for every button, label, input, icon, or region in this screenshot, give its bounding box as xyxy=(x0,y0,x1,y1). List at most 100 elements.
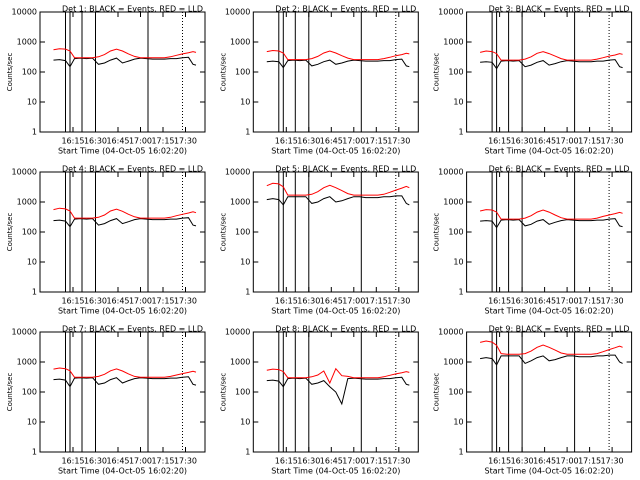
y-tick-label: 10000 xyxy=(12,168,37,177)
x-tick-label: 16:45 xyxy=(320,457,343,466)
chart-title: Det 7: BLACK = Events, RED = LLD xyxy=(62,325,203,334)
series-line xyxy=(266,182,410,196)
x-tick-label: 16:45 xyxy=(106,137,129,146)
x-tick-label: 17:00 xyxy=(342,297,365,306)
y-tick-label: 1 xyxy=(245,448,250,457)
x-tick-label: 17:00 xyxy=(556,297,579,306)
y-tick-label: 10000 xyxy=(12,8,37,17)
y-tick-label: 1000 xyxy=(230,358,250,367)
x-tick-label: 16:15 xyxy=(488,137,511,146)
y-tick-label: 10000 xyxy=(438,8,463,17)
series-line xyxy=(480,354,623,366)
x-tick-label: 16:30 xyxy=(511,297,534,306)
series-line xyxy=(53,48,197,59)
x-tick-label: 16:30 xyxy=(84,297,107,306)
y-tick-label: 1000 xyxy=(230,38,250,47)
series-line xyxy=(479,340,623,355)
y-tick-label: 10 xyxy=(240,418,250,427)
y-tick-label: 10 xyxy=(27,258,37,267)
x-tick-label: 16:15 xyxy=(275,137,298,146)
chart-title: Det 1: BLACK = Events, RED = LLD xyxy=(62,5,203,14)
x-tick-label: 17:00 xyxy=(129,297,152,306)
y-axis-label: Counts/sec xyxy=(219,213,227,252)
x-tick-label: 17:15 xyxy=(365,457,388,466)
x-tick-label: 16:30 xyxy=(511,137,534,146)
y-tick-label: 1 xyxy=(32,288,37,297)
x-tick-label: 17:30 xyxy=(387,297,410,306)
series-line xyxy=(53,376,197,388)
y-tick-label: 1 xyxy=(245,288,250,297)
x-tick-label: 16:30 xyxy=(84,457,107,466)
x-tick-label: 17:30 xyxy=(601,297,624,306)
y-tick-label: 1 xyxy=(459,448,464,457)
y-tick-label: 1000 xyxy=(443,198,463,207)
y-tick-label: 10000 xyxy=(438,328,463,337)
chart-title: Det 5: BLACK = Events, RED = LLD xyxy=(275,165,416,174)
series-line xyxy=(266,376,410,406)
x-tick-label: 17:00 xyxy=(556,457,579,466)
x-axis-label: Start Time (04-Oct-05 16:02:20) xyxy=(58,147,187,156)
y-tick-label: 100 xyxy=(448,388,463,397)
x-tick-label: 17:15 xyxy=(365,137,388,146)
x-tick-label: 17:15 xyxy=(578,297,601,306)
series-line xyxy=(266,367,410,385)
y-axis-label: Counts/sec xyxy=(433,53,441,92)
y-tick-label: 100 xyxy=(235,388,250,397)
x-tick-label: 17:15 xyxy=(151,297,174,306)
x-axis-label: Start Time (04-Oct-05 16:02:20) xyxy=(271,307,400,316)
y-tick-label: 1000 xyxy=(443,358,463,367)
series-line xyxy=(53,217,197,228)
x-tick-label: 16:30 xyxy=(511,457,534,466)
y-tick-label: 10000 xyxy=(225,168,250,177)
y-tick-label: 10000 xyxy=(12,328,37,337)
x-tick-label: 16:45 xyxy=(533,137,556,146)
x-tick-label: 16:30 xyxy=(297,297,320,306)
y-tick-label: 100 xyxy=(22,388,37,397)
y-tick-label: 1000 xyxy=(17,358,37,367)
x-tick-label: 17:00 xyxy=(129,457,152,466)
x-axis-label: Start Time (04-Oct-05 16:02:20) xyxy=(58,467,187,476)
x-tick-label: 16:30 xyxy=(297,457,320,466)
y-tick-label: 10 xyxy=(453,258,463,267)
y-axis-label: Counts/sec xyxy=(433,213,441,252)
chart-title: Det 4: BLACK = Events, RED = LLD xyxy=(62,165,203,174)
y-tick-label: 10 xyxy=(240,98,250,107)
x-tick-label: 17:15 xyxy=(578,137,601,146)
x-tick-label: 17:00 xyxy=(129,137,152,146)
chart-title: Det 8: BLACK = Events, RED = LLD xyxy=(275,325,416,334)
y-tick-label: 1 xyxy=(459,128,464,137)
y-tick-label: 1000 xyxy=(230,198,250,207)
y-tick-label: 1000 xyxy=(443,38,463,47)
x-tick-label: 16:30 xyxy=(297,137,320,146)
y-axis-label: Counts/sec xyxy=(219,53,227,92)
chart-title: Det 9: BLACK = Events, RED = LLD xyxy=(489,325,630,334)
x-tick-label: 17:00 xyxy=(342,457,365,466)
series-line xyxy=(53,207,197,219)
x-tick-label: 17:00 xyxy=(342,137,365,146)
y-tick-label: 1 xyxy=(32,448,37,457)
x-tick-label: 17:30 xyxy=(601,457,624,466)
x-tick-label: 17:15 xyxy=(151,137,174,146)
chart-title: Det 2: BLACK = Events, RED = LLD xyxy=(275,5,416,14)
x-tick-label: 17:30 xyxy=(387,457,410,466)
y-axis-label: Counts/sec xyxy=(6,373,14,412)
y-tick-label: 100 xyxy=(235,68,250,77)
y-tick-label: 1 xyxy=(32,128,37,137)
y-axis-label: Counts/sec xyxy=(433,373,441,412)
x-tick-label: 17:15 xyxy=(151,457,174,466)
y-tick-label: 10 xyxy=(27,418,37,427)
series-line xyxy=(479,209,623,220)
x-tick-label: 16:45 xyxy=(533,297,556,306)
y-tick-label: 10000 xyxy=(438,168,463,177)
x-tick-label: 17:30 xyxy=(387,137,410,146)
y-tick-label: 1000 xyxy=(17,38,37,47)
y-tick-label: 1 xyxy=(245,128,250,137)
x-tick-label: 16:15 xyxy=(61,457,84,466)
x-tick-label: 16:30 xyxy=(84,137,107,146)
x-axis-label: Start Time (04-Oct-05 16:02:20) xyxy=(271,467,400,476)
x-tick-label: 16:15 xyxy=(488,297,511,306)
y-tick-label: 100 xyxy=(448,228,463,237)
y-tick-label: 10 xyxy=(453,98,463,107)
